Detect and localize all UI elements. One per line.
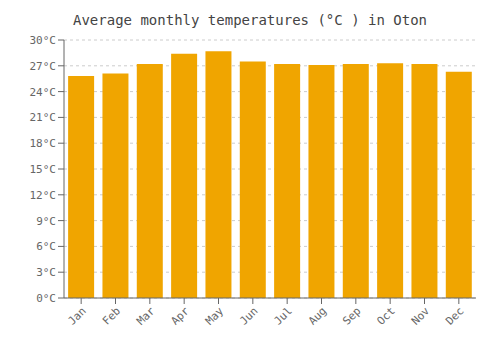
svg-text:0°C: 0°C bbox=[36, 292, 56, 305]
svg-text:9°C: 9°C bbox=[36, 215, 56, 228]
svg-text:Oct: Oct bbox=[375, 304, 398, 327]
svg-text:18°C: 18°C bbox=[30, 137, 57, 150]
svg-text:21°C: 21°C bbox=[30, 111, 57, 124]
svg-text:30°C: 30°C bbox=[30, 34, 57, 47]
svg-text:Apr: Apr bbox=[169, 304, 193, 328]
svg-text:Mar: Mar bbox=[134, 304, 158, 328]
svg-text:Jan: Jan bbox=[66, 304, 89, 327]
svg-text:Sep: Sep bbox=[340, 304, 363, 327]
svg-text:Nov: Nov bbox=[409, 304, 433, 328]
svg-text:12°C: 12°C bbox=[30, 189, 57, 202]
svg-text:Dec: Dec bbox=[443, 304, 466, 327]
svg-text:24°C: 24°C bbox=[30, 86, 57, 99]
html-text:Average monthly temperatures (: Average monthly temperatures (°C ) in Ot… bbox=[73, 12, 427, 28]
svg-text:Feb: Feb bbox=[100, 304, 123, 327]
svg-text:15°C: 15°C bbox=[30, 163, 57, 176]
svg-text:3°C: 3°C bbox=[36, 266, 56, 279]
svg-text:May: May bbox=[203, 304, 227, 328]
svg-text:Aug: Aug bbox=[306, 304, 329, 327]
svg-text:6°C: 6°C bbox=[36, 240, 56, 253]
svg-text:Jun: Jun bbox=[237, 304, 260, 327]
svg-text:Jul: Jul bbox=[272, 304, 295, 327]
svg-text:27°C: 27°C bbox=[30, 60, 57, 73]
